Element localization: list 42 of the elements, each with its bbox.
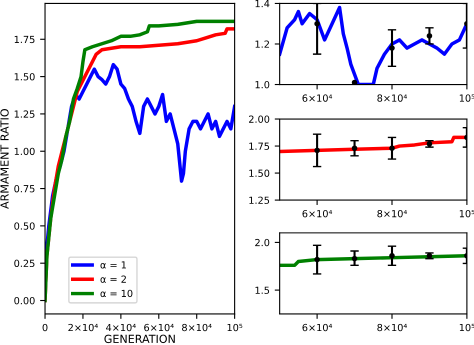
y-tick-label: 1.25 [249, 196, 270, 204]
y-tick-label: 0.00 [14, 296, 35, 304]
y-axis-title: ARMAMENT RATIO [0, 109, 9, 209]
y-tick-label: 1.75 [249, 142, 270, 150]
x-tick-label: 8×10⁴ [377, 210, 407, 218]
legend-label: α = 10 [100, 290, 132, 298]
x-tick-label: 0 [42, 324, 48, 332]
x-tick-label: 6×10⁴ [302, 324, 332, 332]
line-series [280, 136, 467, 154]
y-tick-label: 1.25 [14, 110, 34, 118]
legend-label: α = 1 [100, 261, 126, 269]
y-tick-label: 0.75 [14, 185, 34, 192]
y-tick-label: 1.50 [14, 73, 35, 80]
x-tick-label: 8×10⁴ [182, 324, 212, 332]
x-tick-label: 6×10⁴ [144, 324, 174, 332]
x-tick-label: 8×10⁴ [377, 94, 407, 102]
x-tick-label: 8×10⁴ [377, 324, 407, 332]
point [314, 20, 320, 26]
point [389, 145, 395, 151]
x-axis-title: GENERATION [104, 334, 175, 344]
point [314, 148, 320, 154]
x-tick-label: 6×10⁴ [302, 210, 332, 218]
x-tick-label: 10⁵ [228, 324, 242, 332]
y-tick-label: 0.25 [14, 260, 34, 268]
y-tick-label: 2.0 [255, 238, 270, 246]
point [389, 45, 395, 51]
x-tick-label: 2×10⁴ [68, 324, 98, 332]
y-tick-label: 2.00 [249, 116, 270, 123]
legend-label: α = 2 [100, 275, 126, 283]
y-tick-label: 1.50 [249, 170, 270, 177]
line-series [280, 254, 467, 268]
x-tick-label: 6×10⁴ [302, 94, 332, 102]
point [352, 145, 358, 151]
y-tick-label: 0.50 [14, 222, 35, 230]
y-tick-label: 1.00 [14, 148, 35, 156]
point [426, 33, 432, 39]
y-tick-label: 1.75 [14, 36, 34, 44]
x-tick-label: 4×10⁴ [106, 324, 136, 332]
y-tick-label: 1.4 [256, 0, 270, 8]
y-tick-label: 1.0 [256, 81, 270, 88]
y-tick-label: 1.2 [256, 40, 269, 48]
y-tick-label: 1.5 [256, 286, 270, 294]
